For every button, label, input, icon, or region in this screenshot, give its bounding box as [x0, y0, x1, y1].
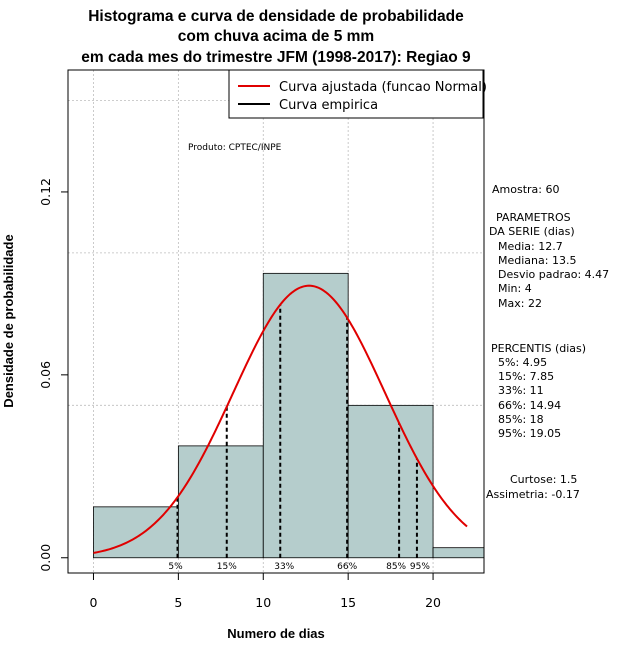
legend-fit-label: Curva ajustada (funcao Normal) [279, 80, 487, 95]
x-tick-label: 20 [425, 595, 441, 610]
histogram-bars [93, 272, 485, 559]
percentil-85: 85%: 18 [498, 413, 544, 426]
histogram-bar-5 [432, 547, 485, 559]
x-axis: 0 5 10 15 20 [89, 572, 441, 610]
chart-legend: Curva ajustada (funcao Normal) Curva emp… [228, 69, 487, 119]
skewness: Assimetria: -0.17 [486, 488, 580, 501]
x-tick-label: 5 [174, 595, 182, 610]
percentil-5: 5%: 4.95 [498, 356, 547, 369]
percentile-labels: 5% 15% 33% 66% 85% 95% [168, 562, 430, 572]
param-median: Mediana: 13.5 [498, 254, 576, 267]
percentile-label-66: 66% [337, 562, 357, 572]
sample-size: Amostra: 60 [492, 183, 559, 196]
percentile-label-5: 5% [168, 562, 183, 572]
percentile-label-15: 15% [217, 562, 237, 572]
x-axis-label: Numero de dias [227, 626, 325, 641]
y-axis: 0.00 0.06 0.12 [38, 178, 69, 572]
y-tick-label: 0.00 [38, 544, 53, 572]
legend-box [228, 69, 484, 119]
percentil-15: 15%: 7.85 [498, 370, 554, 383]
percentil-66: 66%: 14.94 [498, 399, 561, 412]
histogram-bar-3 [262, 272, 349, 559]
percentis-heading: PERCENTIS (dias) [491, 342, 586, 355]
param-stdev: Desvio padrao: 4.47 [498, 268, 609, 281]
chart-title-line-3: em cada mes do trimestre JFM (1998-2017)… [81, 49, 471, 66]
param-mean: Media: 12.7 [498, 240, 563, 253]
percentil-95: 95%: 19.05 [498, 427, 561, 440]
histogram-bar-2 [177, 445, 264, 559]
param-min: Min: 4 [498, 282, 532, 295]
x-tick-label: 15 [340, 595, 356, 610]
percentile-label-95: 95% [410, 562, 430, 572]
legend-empirical-label: Curva empirica [279, 98, 378, 113]
x-tick-label: 0 [89, 595, 97, 610]
percentile-label-33: 33% [274, 562, 294, 572]
x-tick-label: 10 [255, 595, 271, 610]
chart-title-line-1: Histograma e curva de densidade de proba… [88, 8, 464, 25]
y-tick-label: 0.12 [38, 178, 53, 206]
percentil-33: 33%: 11 [498, 384, 544, 397]
histogram-bar-1 [93, 506, 179, 559]
y-tick-label: 0.06 [38, 361, 53, 389]
statistics-panel: Amostra: 60 PARAMETROS DA SERIE (dias) M… [486, 183, 609, 501]
percentile-lines [176, 304, 418, 558]
params-heading-1: PARAMETROS [496, 211, 571, 224]
histogram-bar-4 [347, 404, 434, 559]
y-axis-label: Densidade de probabilidade [1, 234, 16, 407]
percentile-label-85: 85% [386, 562, 406, 572]
normal-fit-curve [93, 284, 468, 554]
product-annotation: Produto: CPTEC/INPE [188, 143, 282, 153]
chart-title-line-2: com chuva acima de 5 mm [178, 28, 374, 45]
param-max: Max: 22 [498, 297, 542, 310]
params-heading-2: DA SERIE (dias) [489, 225, 575, 238]
kurtosis: Curtose: 1.5 [510, 473, 577, 486]
